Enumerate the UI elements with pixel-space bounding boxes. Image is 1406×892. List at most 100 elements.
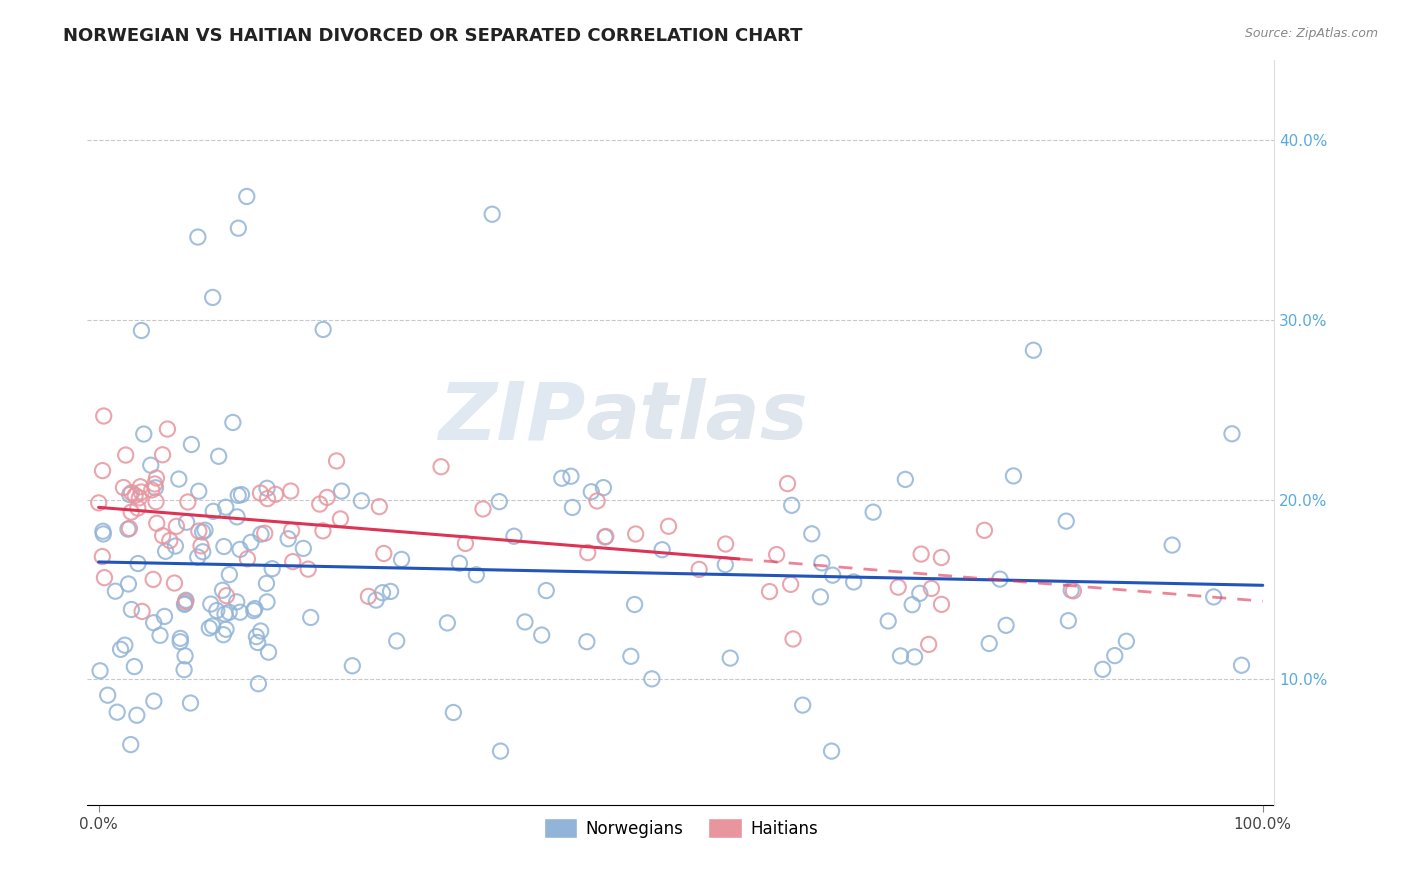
Point <box>350 493 373 508</box>
Point <box>1091 662 1114 676</box>
Point <box>187 550 209 565</box>
Text: ZIP: ZIP <box>439 378 586 457</box>
Point <box>169 634 191 648</box>
Point <box>329 512 352 526</box>
Point <box>316 491 339 505</box>
Point <box>169 632 191 646</box>
Point <box>1054 514 1077 528</box>
Point <box>124 659 146 673</box>
Point <box>120 602 142 616</box>
Point <box>212 628 235 642</box>
Point <box>920 582 942 596</box>
Point <box>91 549 114 564</box>
Point <box>129 485 152 500</box>
Point <box>205 603 228 617</box>
Point <box>560 469 582 483</box>
Point <box>208 450 231 464</box>
Point <box>776 476 799 491</box>
Point <box>979 636 1001 650</box>
Point <box>481 207 503 221</box>
Point <box>218 567 240 582</box>
Point <box>811 556 834 570</box>
Point <box>124 488 146 502</box>
Point <box>165 539 187 553</box>
Point <box>218 605 240 619</box>
Point <box>159 533 181 548</box>
Point <box>593 530 616 544</box>
Point <box>718 651 741 665</box>
Point <box>156 422 179 436</box>
Point <box>225 595 247 609</box>
Point <box>104 584 127 599</box>
Point <box>576 546 599 560</box>
Point <box>176 515 198 529</box>
Point <box>142 573 165 587</box>
Point <box>91 527 114 541</box>
Point <box>202 504 225 518</box>
Point <box>198 621 221 635</box>
Point <box>281 555 304 569</box>
Point <box>141 483 163 497</box>
Point <box>114 638 136 652</box>
Point <box>247 677 270 691</box>
Point <box>114 448 136 462</box>
Point <box>503 529 526 543</box>
Point <box>149 628 172 642</box>
Point <box>112 481 135 495</box>
Point <box>145 481 167 495</box>
Point <box>187 484 209 499</box>
Point <box>250 527 273 541</box>
Point <box>191 524 214 539</box>
Point <box>312 524 335 538</box>
Point <box>595 529 617 543</box>
Point <box>862 505 884 519</box>
Point <box>551 471 574 485</box>
Point <box>165 519 187 533</box>
Point <box>894 472 917 486</box>
Point <box>118 487 141 501</box>
Point <box>226 488 249 502</box>
Point <box>257 645 280 659</box>
Point <box>536 583 558 598</box>
Point <box>368 500 391 514</box>
Point <box>714 537 737 551</box>
Point <box>190 539 212 553</box>
Point <box>901 598 924 612</box>
Point <box>561 500 583 515</box>
Point <box>308 497 330 511</box>
Point <box>436 615 458 630</box>
Point <box>117 522 139 536</box>
Point <box>200 597 222 611</box>
Point <box>371 585 394 599</box>
Point <box>842 574 865 589</box>
Point <box>120 738 142 752</box>
Point <box>488 494 510 508</box>
Point <box>120 505 142 519</box>
Point <box>139 458 162 473</box>
Point <box>325 454 347 468</box>
Point <box>297 562 319 576</box>
Point <box>215 622 238 636</box>
Point <box>391 552 413 566</box>
Point <box>810 590 832 604</box>
Point <box>167 472 190 486</box>
Point <box>155 544 177 558</box>
Point <box>173 598 195 612</box>
Point <box>342 658 364 673</box>
Point <box>472 502 495 516</box>
Point <box>931 550 953 565</box>
Point <box>758 584 780 599</box>
Point <box>1202 590 1225 604</box>
Point <box>280 483 302 498</box>
Point <box>187 524 209 538</box>
Point <box>121 485 143 500</box>
Point <box>201 619 224 633</box>
Point <box>1161 538 1184 552</box>
Point <box>143 477 166 491</box>
Point <box>211 583 233 598</box>
Point <box>918 637 941 651</box>
Point <box>201 290 224 304</box>
Point <box>174 594 197 608</box>
Point <box>714 558 737 572</box>
Point <box>128 491 150 505</box>
